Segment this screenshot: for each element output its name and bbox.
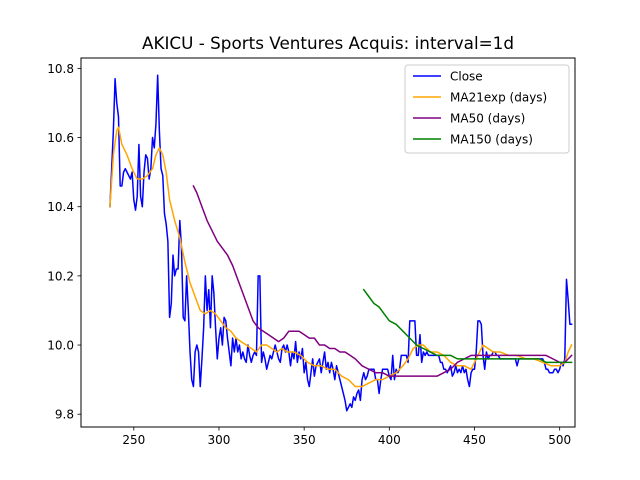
x-tick-label: 500: [548, 433, 571, 447]
x-tick-label: 250: [122, 433, 145, 447]
axes-layer: 250 300 350 400 450 500 9.8 10.0 10.2 10.4 10.6 10.…: [47, 62, 571, 447]
x-tick-label: 300: [208, 433, 231, 447]
y-tick-label: 10.2: [47, 269, 74, 283]
legend-label-ma150-days: MA150 (days): [450, 133, 533, 147]
chart-title: AKICU - Sports Ventures Acquis: interval…: [142, 33, 514, 53]
series-line-ma50-days: [192, 184, 573, 377]
legend: Close MA21exp (days) MA50 (days) MA150 (day…: [404, 64, 570, 154]
y-tick-label: 10.8: [47, 62, 74, 76]
y-tick-label: 10.0: [47, 339, 74, 353]
series-line-ma21exp-days: [109, 126, 573, 388]
series-layer: [109, 74, 573, 412]
x-tick-label: 450: [463, 433, 486, 447]
plot-frame: [80, 57, 576, 428]
legend-label-close: Close: [450, 70, 483, 84]
legend-box: [404, 64, 570, 154]
y-tick-label: 10.4: [47, 200, 74, 214]
series-line-ma150-days: [362, 288, 573, 364]
x-tick-label: 400: [378, 433, 401, 447]
y-tick-label: 10.6: [47, 131, 74, 145]
y-tick-label: 9.8: [55, 408, 74, 422]
legend-label-ma21exp-days: MA21exp (days): [450, 91, 547, 105]
legend-label-ma50-days: MA50 (days): [450, 112, 525, 126]
x-tick-label: 350: [293, 433, 316, 447]
